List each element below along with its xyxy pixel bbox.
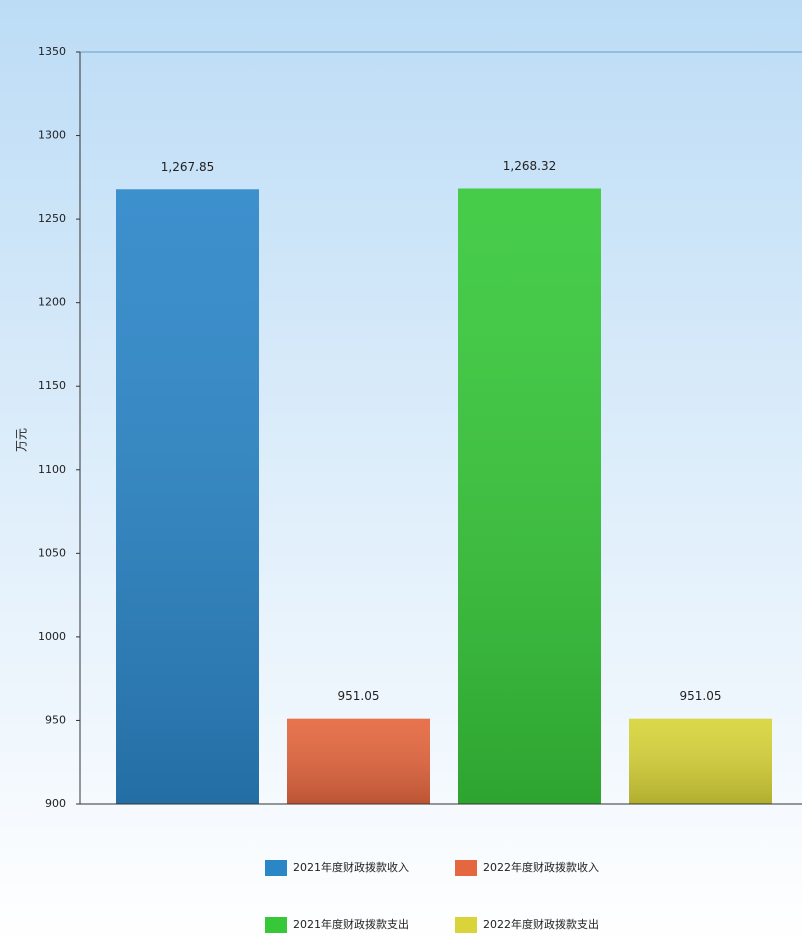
y-tick-label: 1000 xyxy=(38,630,66,643)
y-axis-title: 万元 xyxy=(15,428,29,452)
y-tick-label: 900 xyxy=(45,797,66,810)
legend-swatch xyxy=(455,917,477,933)
y-tick-label: 1150 xyxy=(38,379,66,392)
value-label: 951.05 xyxy=(680,689,722,703)
y-tick-label: 1100 xyxy=(38,463,66,476)
legend-swatch xyxy=(455,860,477,876)
y-tick-label: 1250 xyxy=(38,212,66,225)
y-tick-label: 1200 xyxy=(38,296,66,309)
legend-label: 2022年度财政拨款支出 xyxy=(483,917,599,931)
value-label: 1,268.32 xyxy=(503,159,556,173)
legend-label: 2021年度财政拨款支出 xyxy=(293,917,409,931)
y-tick-label: 1300 xyxy=(38,129,66,142)
y-tick-label: 1050 xyxy=(38,546,66,559)
legend-swatch xyxy=(265,917,287,933)
legend-label: 2022年度财政拨款收入 xyxy=(483,860,599,874)
bar-shade xyxy=(458,188,601,805)
legend-swatch xyxy=(265,860,287,876)
value-label: 951.05 xyxy=(338,689,380,703)
value-label: 1,267.85 xyxy=(161,160,214,174)
bar-shade xyxy=(287,718,430,804)
bar-shade xyxy=(629,718,772,804)
y-tick-label: 1350 xyxy=(38,45,66,58)
y-tick-label: 950 xyxy=(45,713,66,726)
legend-label: 2021年度财政拨款收入 xyxy=(293,860,409,874)
bar-shade xyxy=(116,189,259,804)
